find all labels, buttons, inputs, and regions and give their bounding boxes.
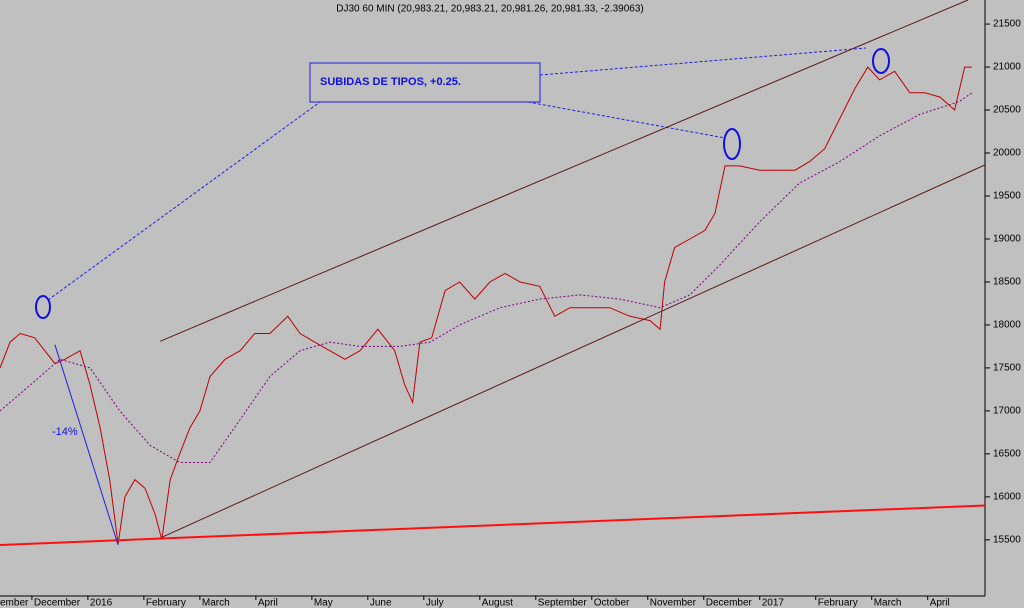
- annotation: -14%: [52, 426, 78, 438]
- x-tick-label: April: [258, 598, 278, 608]
- y-tick-label: 21500: [993, 19, 1021, 30]
- x-tick-label: 2017: [762, 598, 785, 608]
- x-tick-label: December: [706, 598, 753, 608]
- y-tick-label: 15500: [993, 534, 1021, 545]
- x-tick-label: December: [34, 598, 81, 608]
- annotation-connectors: [47, 47, 867, 301]
- line-series: [0, 66, 972, 545]
- y-tick-label: 16500: [993, 449, 1021, 460]
- x-tick-label: April: [930, 598, 950, 608]
- x-tick-label: 2016: [90, 598, 113, 608]
- x-tick-label: ember: [0, 598, 29, 608]
- y-tick-label: 18500: [993, 277, 1021, 288]
- annotation-box: [309, 62, 541, 103]
- line-series: [159, 164, 986, 539]
- line-series: [159, 0, 969, 342]
- x-tick-label: March: [202, 598, 230, 608]
- x-tick-label: October: [594, 598, 630, 608]
- line-series: [54, 344, 119, 546]
- y-tick-label: 17500: [993, 363, 1021, 374]
- y-tick-label: 16000: [993, 492, 1021, 503]
- line-series: [0, 504, 985, 546]
- x-tick-label: May: [314, 598, 333, 608]
- line-series: [0, 92, 973, 463]
- x-tick-label: March: [874, 598, 902, 608]
- y-tick-label: 19000: [993, 234, 1021, 245]
- x-tick-label: February: [146, 598, 186, 608]
- x-tick-label: June: [370, 598, 392, 608]
- x-tick-label: February: [818, 598, 858, 608]
- annotation-circles: [35, 48, 890, 319]
- x-tick-label: September: [538, 598, 588, 608]
- y-tick-label: 21000: [993, 62, 1021, 73]
- x-tick-label: November: [650, 598, 697, 608]
- annotation: SUBIDAS DE TIPOS, +0.25.: [320, 76, 461, 88]
- x-tick-label: July: [426, 598, 444, 608]
- y-tick-label: 19500: [993, 191, 1021, 202]
- y-tick-label: 20500: [993, 105, 1021, 116]
- y-tick-label: 17000: [993, 406, 1021, 417]
- y-tick-label: 18000: [993, 320, 1021, 331]
- y-tick-label: 20000: [993, 148, 1021, 159]
- x-tick-label: August: [482, 598, 513, 608]
- chart-title: DJ30 60 MIN (20,983.21, 20,983.21, 20,98…: [336, 4, 643, 15]
